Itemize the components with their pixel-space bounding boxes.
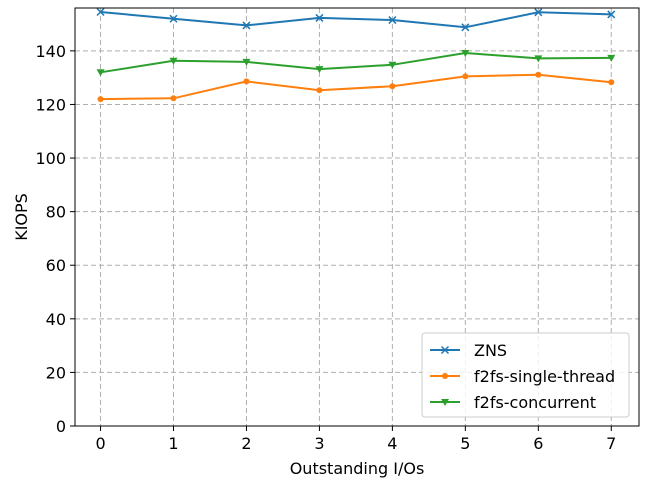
plot-frame (74, 7, 640, 427)
x-tick-label: 3 (314, 434, 324, 453)
ticks: 0 1 2 3 4 5 6 7 0 20 40 60 80 100 120 140 (35, 42, 616, 453)
y-tick-label: 140 (35, 42, 66, 61)
data-point (243, 78, 250, 85)
legend: ZNS f2fs-single-thread f2fs-concurrent (421, 332, 630, 418)
data-point (242, 21, 251, 30)
legend-label: ZNS (474, 341, 507, 360)
series-layer (96, 7, 616, 103)
series-line (100, 11, 612, 29)
y-tick-label: 120 (35, 95, 66, 114)
y-tick-label: 100 (35, 149, 66, 168)
x-axis-label: Outstanding I/Os (290, 459, 425, 478)
data-point (608, 79, 615, 86)
data-point (96, 7, 105, 17)
legend-label: f2fs-single-thread (474, 367, 615, 386)
data-point (170, 95, 177, 102)
legend-label: f2fs-concurrent (474, 393, 596, 412)
series-f2fs-concurrent (96, 50, 616, 77)
data-point (607, 54, 616, 62)
series-ZNS (96, 7, 616, 32)
x-tick-label: 1 (168, 434, 178, 453)
data-point (534, 55, 543, 63)
data-point (315, 66, 324, 74)
data-point (315, 13, 324, 22)
data-point (316, 87, 323, 94)
data-point (96, 69, 105, 77)
data-point (535, 71, 542, 78)
series-line (100, 73, 612, 101)
y-tick-label: 20 (46, 363, 66, 382)
legend-item: ZNS (430, 341, 507, 360)
x-tick-label: 5 (460, 434, 470, 453)
legend-marker (442, 373, 448, 379)
y-tick-label: 0 (56, 417, 66, 436)
data-point (462, 73, 469, 80)
y-tick-label: 80 (46, 203, 66, 222)
y-tick-label: 60 (46, 256, 66, 275)
y-axis-label: KIOPS (12, 193, 31, 241)
data-point (388, 61, 397, 69)
data-point (242, 58, 251, 66)
x-tick-label: 7 (606, 434, 616, 453)
legend-marker (441, 399, 449, 406)
x-tick-label: 0 (95, 434, 105, 453)
data-point (534, 8, 543, 17)
series-f2fs-single-thread (97, 71, 615, 103)
x-tick-label: 6 (533, 434, 543, 453)
data-point (97, 96, 104, 103)
data-point (169, 57, 178, 65)
data-point (388, 16, 397, 25)
data-point (169, 14, 178, 23)
series-line (100, 52, 612, 74)
legend-marker (440, 345, 450, 355)
x-tick-label: 2 (241, 434, 251, 453)
y-tick-label: 40 (46, 310, 66, 329)
data-point (389, 83, 396, 90)
data-point (461, 50, 470, 58)
data-point (607, 10, 616, 19)
data-point (461, 23, 470, 32)
x-tick-label: 4 (387, 434, 397, 453)
legend-item: f2fs-single-thread (430, 367, 615, 386)
legend-box (421, 332, 630, 418)
legend-item: f2fs-concurrent (430, 393, 596, 412)
